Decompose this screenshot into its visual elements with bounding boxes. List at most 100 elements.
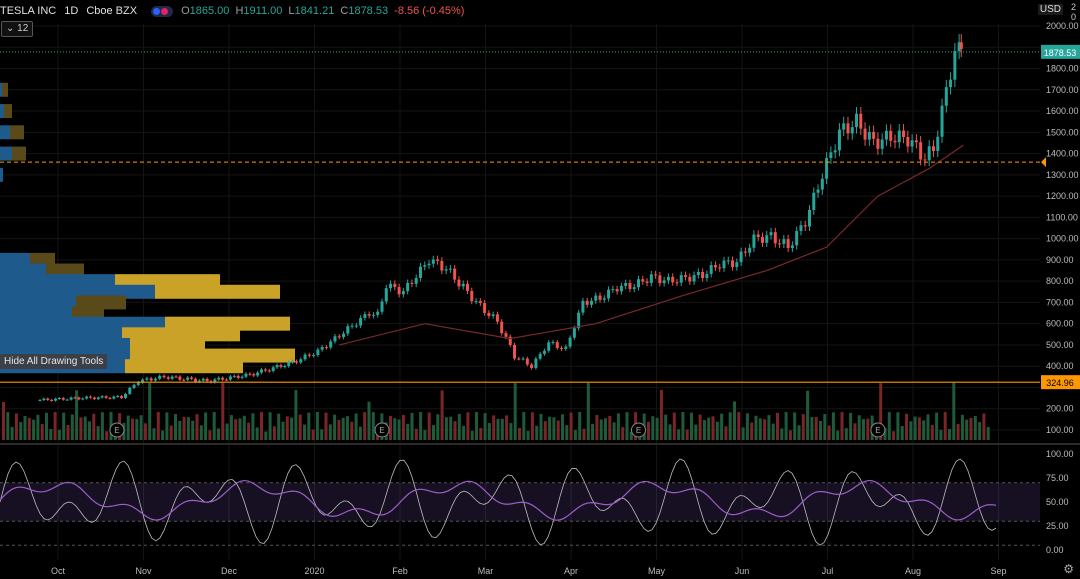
volume-bar — [616, 413, 620, 440]
volume-bar — [561, 414, 564, 440]
volume-bar — [195, 414, 199, 440]
volume-bar — [264, 431, 268, 440]
candle-body — [568, 337, 572, 347]
candle-body — [504, 333, 508, 337]
volume-bar — [294, 390, 298, 440]
volume-bar — [853, 423, 857, 440]
volume-bar — [793, 412, 797, 440]
candle-body — [54, 398, 58, 401]
candle-body — [684, 275, 688, 277]
visibility-toggle-icon[interactable] — [151, 5, 174, 17]
volume-bar — [79, 417, 83, 440]
volume-bar — [53, 412, 57, 440]
volume-bar — [573, 430, 577, 440]
volume-bar — [548, 416, 552, 440]
volume-bar — [19, 422, 23, 440]
price-tick-label: 600.00 — [1046, 319, 1074, 329]
rsi-tick-label: 50.00 — [1046, 497, 1069, 507]
volume-profile-bar — [0, 252, 30, 267]
candle-body — [81, 398, 85, 400]
candle-body — [124, 393, 127, 398]
candle-body — [252, 374, 256, 376]
volume-bar — [758, 418, 762, 440]
candle-body — [337, 336, 341, 338]
candle-body — [513, 344, 517, 359]
gear-icon[interactable]: ⚙ — [1063, 562, 1074, 576]
volume-profile-bar — [72, 306, 104, 321]
volume-bar — [681, 412, 685, 440]
symbol-name[interactable]: TESLA INC — [0, 5, 57, 17]
candle-body — [688, 276, 692, 282]
volume-bar — [956, 424, 960, 440]
candle-body — [89, 396, 93, 398]
volume-bar — [57, 429, 61, 440]
volume-bar — [96, 426, 100, 440]
candle-body — [645, 281, 649, 283]
volume-profile-bar — [165, 316, 290, 331]
volume-bar — [690, 412, 693, 440]
candle-body — [478, 301, 482, 304]
chart-header: TESLA INC 1D Cboe BZX O1865.00 H1911.00 … — [0, 2, 464, 20]
volume-bar — [371, 412, 375, 440]
candle-body — [662, 280, 666, 284]
candle-body — [162, 375, 166, 378]
volume-bar — [806, 390, 810, 440]
volume-bar — [449, 416, 453, 440]
volume-bar — [552, 417, 556, 440]
candle-body — [666, 276, 670, 281]
volume-bar — [333, 414, 337, 440]
volume-bar — [2, 402, 5, 440]
candle-body — [46, 398, 50, 400]
candle-body — [812, 192, 816, 210]
volume-bar — [341, 417, 345, 440]
candle-body — [384, 288, 388, 302]
volume-bar — [750, 422, 754, 440]
volume-bar — [917, 417, 921, 440]
volume-bar — [423, 430, 427, 440]
earnings-marker-label: E — [636, 426, 641, 435]
ohlc-readout: O1865.00 H1911.00 L1841.21 C1878.53 -8.5… — [181, 5, 464, 17]
volume-bar — [92, 413, 96, 440]
candle-body — [585, 300, 589, 305]
volume-bar — [182, 416, 186, 440]
candle-body — [713, 265, 717, 268]
price-tick-label: 1100.00 — [1046, 212, 1078, 222]
candle-body — [170, 376, 174, 379]
candle-body — [182, 379, 186, 381]
candle-body — [914, 140, 918, 143]
volume-bar — [543, 421, 547, 440]
candle-body — [158, 375, 162, 379]
volume-bar — [470, 430, 474, 440]
candle-body — [50, 399, 54, 401]
candle-body — [263, 369, 267, 371]
candle-body — [236, 375, 240, 378]
candle-body — [389, 283, 393, 289]
volume-bar — [926, 414, 930, 440]
candle-body — [927, 146, 931, 161]
volume-bar — [741, 427, 745, 440]
candle-body — [174, 376, 178, 378]
exchange-label: Cboe BZX — [86, 5, 138, 17]
volume-profile-bar — [0, 146, 12, 161]
candle-body — [38, 400, 42, 402]
interval-label[interactable]: 1D — [64, 5, 79, 17]
volume-bar — [836, 430, 840, 440]
candle-body — [312, 355, 316, 357]
scale-top-zero: 0 — [1070, 12, 1076, 22]
volume-bar — [143, 423, 147, 440]
candle-body — [833, 150, 837, 153]
currency-label[interactable]: USD — [1037, 4, 1063, 15]
candle-body — [949, 79, 953, 88]
volume-profile-bar — [0, 263, 46, 278]
candle-body — [607, 289, 611, 299]
candle-body — [244, 373, 248, 377]
volume-bar — [952, 382, 956, 440]
candle-body — [594, 295, 598, 301]
candle-body — [628, 282, 632, 289]
indicator-collapse-button[interactable]: ⌄ 12 — [1, 21, 34, 37]
candle-body — [85, 396, 89, 399]
candle-body — [598, 295, 602, 300]
candle-body — [453, 268, 457, 280]
volume-bar — [432, 425, 435, 440]
